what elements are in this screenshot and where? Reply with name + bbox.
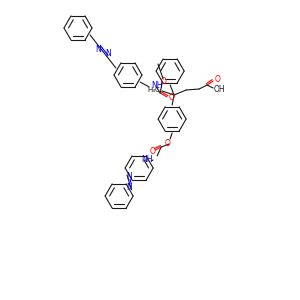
Text: O: O [149,148,155,157]
Text: O: O [215,74,221,83]
Text: N: N [127,172,132,182]
Text: N: N [126,183,132,192]
Text: O: O [169,94,175,103]
Text: N: N [105,49,111,58]
Text: NH: NH [142,154,153,164]
Text: H₃C: H₃C [147,87,160,93]
Text: NH: NH [151,82,163,91]
Text: OH: OH [214,85,226,94]
Text: N: N [95,45,101,54]
Text: O: O [164,139,170,148]
Text: O: O [160,76,166,85]
